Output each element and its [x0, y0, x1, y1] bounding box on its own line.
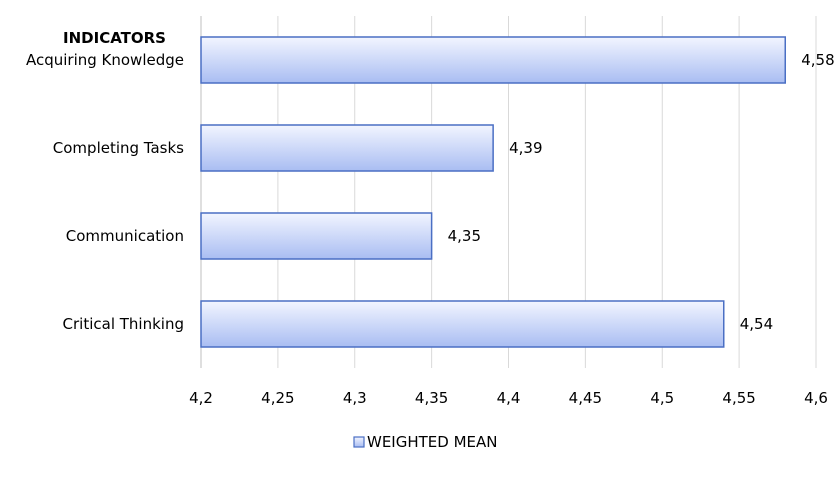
category-label: Communication: [66, 227, 184, 245]
data-label: 4,39: [509, 139, 542, 157]
legend-label: WEIGHTED MEAN: [367, 433, 498, 451]
x-tick-label: 4,35: [415, 389, 448, 407]
x-tick-label: 4,25: [261, 389, 294, 407]
bar: [200, 124, 494, 172]
x-tick-label: 4,6: [804, 389, 828, 407]
x-tick-label: 4,4: [497, 389, 521, 407]
category-label: Critical Thinking: [63, 315, 184, 333]
data-label: 4,58: [801, 51, 834, 69]
labels: 4,2 4,25 4,3 4,35 4,4 4,45 4,5 4,55 4,6 Acquiring…: [26, 51, 835, 407]
category-header: INDICATORS: [63, 29, 166, 47]
bar: [200, 36, 786, 84]
category-label: Completing Tasks: [53, 139, 184, 157]
bars: [200, 36, 786, 348]
data-label: 4,54: [740, 315, 773, 333]
legend: WEIGHTED MEAN: [353, 433, 498, 451]
x-tick-label: 4,3: [343, 389, 367, 407]
category-label: Acquiring Knowledge: [26, 51, 184, 69]
bar: [200, 212, 433, 260]
x-tick-label: 4,2: [189, 389, 213, 407]
x-tick-label: 4,5: [650, 389, 674, 407]
legend-swatch: [353, 436, 365, 448]
data-label: 4,35: [448, 227, 481, 245]
x-tick-label: 4,55: [722, 389, 755, 407]
bar: [200, 300, 725, 348]
x-tick-label: 4,45: [569, 389, 602, 407]
